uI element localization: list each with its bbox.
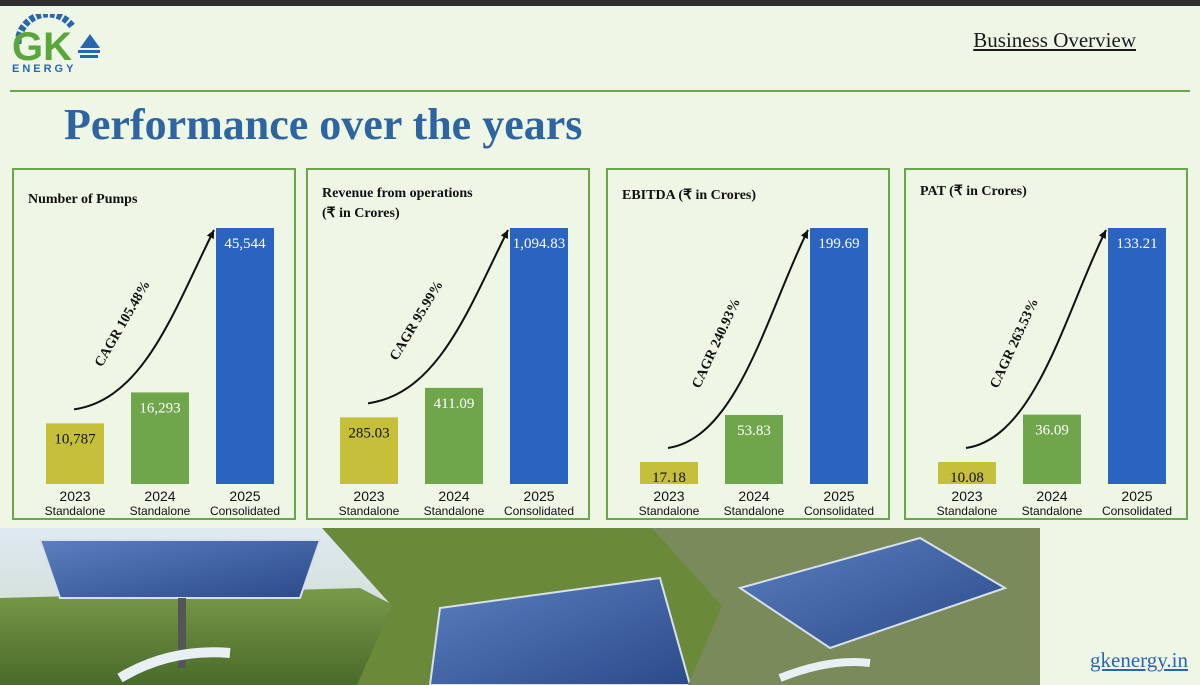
data-label: 36.09: [1035, 423, 1069, 439]
entity-label: Standalone: [424, 504, 485, 518]
data-label: 199.69: [818, 236, 859, 252]
chart-title-line2: (₹ in Crores): [322, 206, 400, 221]
chart-title-line1: Revenue from operations: [322, 186, 473, 201]
bar-2025: [216, 228, 274, 484]
entity-label: Standalone: [639, 504, 700, 518]
top-bar: [0, 0, 1200, 6]
gk-energy-logo: GK: [12, 14, 100, 69]
svg-text:GK: GK: [12, 25, 72, 69]
cagr-arrow: [667, 229, 809, 449]
photo-2: [322, 528, 725, 685]
bar-2023: [640, 461, 698, 484]
chart-panel-pumps: Number of Pumps 10,787 2023 Standalone 16,2…: [12, 168, 296, 520]
page-title: Performance over the years: [64, 100, 583, 149]
data-label: 53.83: [737, 423, 771, 439]
entity-label: Standalone: [724, 504, 785, 518]
data-label: 10,787: [54, 431, 96, 447]
data-label: 45,544: [224, 236, 266, 252]
bar-2023: [938, 462, 996, 484]
chart-title: Number of Pumps: [28, 192, 138, 207]
arrow-head-icon: [1098, 230, 1106, 239]
entity-label: Consolidated: [210, 504, 280, 518]
data-label: 133.21: [1116, 236, 1157, 252]
chart-panel-ebitda: EBITDA (₹ in Crores) 17.18 2023 Standalone…: [606, 168, 890, 520]
bar-2025: [810, 228, 868, 484]
arrow-head-icon: [500, 230, 508, 239]
cagr-label: CAGR 105.48%: [92, 278, 154, 370]
chart-pumps: 10,7872023Standalone16,2932024Standalone…: [45, 228, 280, 518]
year-label: 2025: [229, 488, 260, 504]
chart-title: PAT (₹ in Crores): [920, 184, 1027, 199]
chart-ebitda: 17.182023Standalone53.832024Standalone19…: [639, 228, 874, 518]
bar-2024: [1023, 414, 1081, 484]
entity-label: Standalone: [339, 504, 400, 518]
entity-label: Standalone: [45, 504, 106, 518]
bar-2025: [1108, 228, 1166, 484]
data-label: 1,094.83: [513, 236, 566, 252]
entity-label: Standalone: [937, 504, 998, 518]
chart-pat: 10.082023Standalone36.092024Standalone13…: [937, 228, 1172, 518]
chart-title: EBITDA (₹ in Crores): [622, 188, 757, 203]
bar-2025: [510, 228, 568, 484]
cagr-arrow: [965, 229, 1107, 449]
cagr-arrow: [367, 229, 509, 405]
header-divider: [10, 90, 1190, 92]
entity-label: Standalone: [130, 504, 191, 518]
year-label: 2024: [144, 488, 175, 504]
website-link[interactable]: gkenergy.in: [1090, 648, 1188, 672]
year-label: 2023: [951, 488, 982, 504]
year-label: 2024: [438, 488, 469, 504]
cagr-label: CAGR 95.99%: [387, 278, 446, 363]
chart-revenue: 285.032023Standalone411.092024Standalone…: [339, 228, 574, 518]
entity-label: Consolidated: [504, 504, 574, 518]
year-label: 2025: [523, 488, 554, 504]
arrow-head-icon: [206, 230, 214, 239]
photo-1: [0, 528, 395, 685]
business-overview-link[interactable]: Business Overview: [973, 28, 1136, 52]
solar-pump-photos: [0, 528, 1040, 685]
data-label: 16,293: [139, 400, 180, 416]
sun-rays-icon: [14, 14, 75, 45]
logo-subtext: ENERGY: [12, 63, 77, 75]
data-label: 10.08: [950, 470, 984, 486]
chart-title: Revenue from operations (₹ in Crores): [322, 184, 473, 224]
year-label: 2024: [738, 488, 769, 504]
entity-label: Standalone: [1022, 504, 1083, 518]
chart-panel-revenue: Revenue from operations (₹ in Crores) 28…: [306, 168, 590, 520]
year-label: 2023: [653, 488, 684, 504]
data-label: 411.09: [434, 396, 475, 412]
year-label: 2025: [823, 488, 854, 504]
cagr-label: CAGR 263.53%: [988, 296, 1042, 391]
cagr-label: CAGR 240.93%: [690, 296, 744, 391]
year-label: 2024: [1036, 488, 1067, 504]
chart-panel-pat: PAT (₹ in Crores) 10.08 2023 Standalone 36.…: [904, 168, 1188, 520]
entity-label: Consolidated: [804, 504, 874, 518]
bar-2023: [340, 417, 398, 484]
year-label: 2025: [1121, 488, 1152, 504]
bar-2024: [425, 387, 483, 484]
data-label: 17.18: [652, 470, 686, 486]
year-label: 2023: [59, 488, 90, 504]
photo-3: [652, 528, 1040, 685]
data-label: 285.03: [348, 425, 389, 441]
bar-2024: [725, 414, 783, 484]
year-label: 2023: [353, 488, 384, 504]
arrow-head-icon: [800, 230, 808, 239]
bar-2023: [46, 423, 104, 484]
bar-2024: [131, 392, 189, 484]
cagr-arrow: [73, 229, 215, 411]
entity-label: Consolidated: [1102, 504, 1172, 518]
